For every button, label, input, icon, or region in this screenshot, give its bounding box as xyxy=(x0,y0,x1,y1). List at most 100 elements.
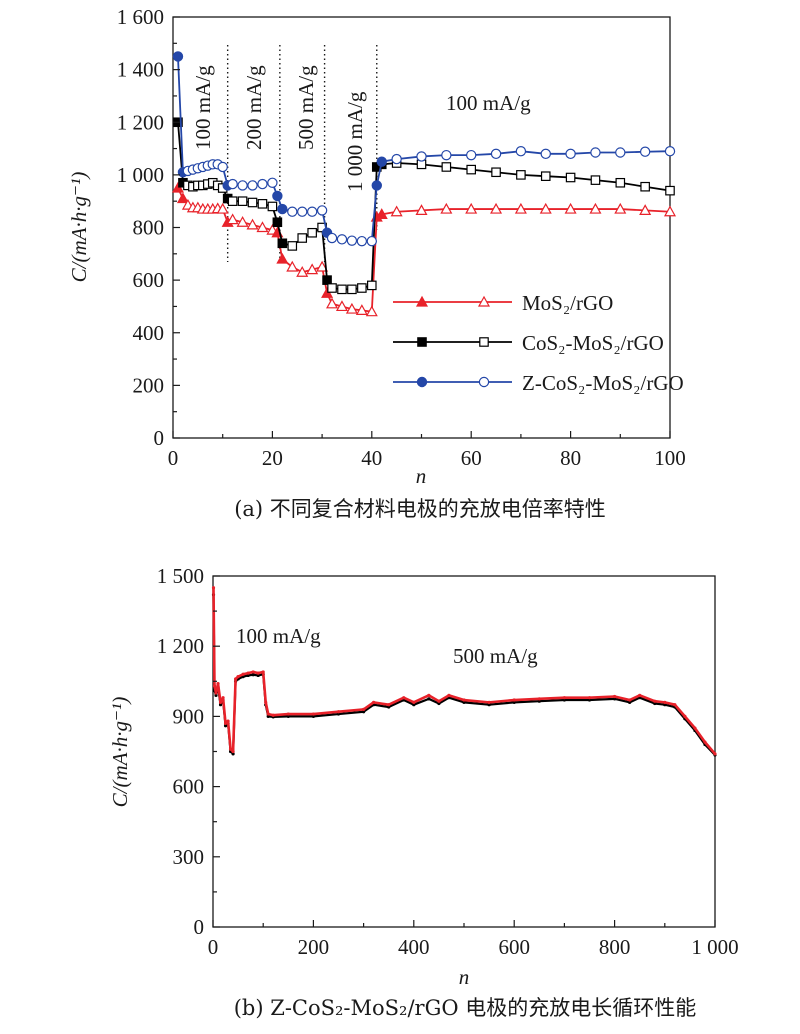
chart-b-series-line xyxy=(212,587,716,755)
chart-a-y-tick-label: 200 xyxy=(133,373,165,397)
chart-b-series-line xyxy=(212,594,716,756)
chart-b-data-point xyxy=(412,703,416,707)
chart-a-data-point xyxy=(490,202,503,214)
chart-b-data-point xyxy=(218,703,223,707)
chart-a-data-point xyxy=(236,216,249,227)
chart-a-data-point xyxy=(256,221,269,233)
chart-a-series xyxy=(171,51,677,317)
chart-a-x-tick-label: 100 xyxy=(654,446,686,470)
chart-b-data-point xyxy=(638,693,642,697)
chart-a-data-point xyxy=(267,177,278,188)
chart-a-data-point xyxy=(216,202,229,214)
chart-b: 0 200 400 600 800 1 000 0 300 600 900 1 200 1 500 1… xyxy=(108,564,739,1020)
chart-a-data-point xyxy=(297,206,308,217)
chart-a-data-point xyxy=(416,151,427,162)
chart-a-data-point xyxy=(371,180,382,191)
chart-b-data-point xyxy=(447,693,451,697)
chart-b-y-tick-label: 600 xyxy=(173,775,205,799)
chart-a-data-point xyxy=(539,202,552,214)
chart-b-data-point xyxy=(402,696,406,700)
chart-b-y-tick-label: 0 xyxy=(194,915,205,939)
chart-b-data-point xyxy=(653,701,657,706)
chart-b-data-point xyxy=(387,705,391,709)
chart-a-data-point xyxy=(615,177,626,188)
chart-b-data-point xyxy=(264,700,268,704)
chart-a-y-tick-label: 1 000 xyxy=(117,163,164,187)
chart-a-data-point xyxy=(466,149,477,161)
chart-a-data-point xyxy=(316,260,329,272)
chart-b-data-point xyxy=(231,749,235,754)
chart-a-data-point xyxy=(465,202,478,214)
chart-a-data-point xyxy=(347,284,357,295)
chart-a-data-point xyxy=(327,283,337,293)
chart-a-data-point xyxy=(176,192,189,204)
chart-a-data-point xyxy=(306,263,319,275)
chart-a-data-point xyxy=(441,149,452,161)
chart-a-data-point xyxy=(246,218,259,230)
chart-b-annotation-500: 500 mA/g xyxy=(453,644,538,668)
chart-a-data-point xyxy=(589,202,602,214)
chart-a-data-point xyxy=(322,275,332,285)
chart-a-legend: MoS₂/rGO CoS₂-MoS₂/rGO Z-CoS₂-MoS₂/rGO xyxy=(393,291,684,395)
chart-b-data-point xyxy=(246,671,250,675)
chart-b-data-point xyxy=(487,700,491,704)
chart-b-data-point xyxy=(251,670,255,674)
chart-b-data-point xyxy=(562,696,567,700)
chart-a-data-point xyxy=(356,235,368,247)
chart-b-data-point xyxy=(387,703,391,707)
chart-a-rate-label-500: 500 mA/g xyxy=(294,65,318,150)
chart-a-data-point xyxy=(272,217,283,228)
chart-a-data-point xyxy=(355,304,368,315)
chart-a-data-point xyxy=(306,206,318,217)
chart-a-data-point xyxy=(227,178,238,190)
chart-b-data-point xyxy=(487,703,491,707)
chart-a-data-point xyxy=(172,51,184,62)
chart-b-data-point xyxy=(336,710,341,714)
chart-a-data-point xyxy=(491,167,501,178)
chart-a-data-point xyxy=(357,283,367,293)
chart-a-legend-marker-filled xyxy=(415,295,429,307)
chart-b-data-point xyxy=(412,700,416,704)
chart-b-data-point xyxy=(537,699,541,703)
chart-a-legend-marker-open xyxy=(477,295,491,307)
chart-b-data-point xyxy=(266,714,270,719)
chart-b-data-point xyxy=(362,710,366,714)
chart-b-data-point xyxy=(713,752,717,756)
chart-a-data-point xyxy=(326,297,339,309)
chart-a-data-point xyxy=(217,161,228,173)
chart-b-data-point xyxy=(311,712,315,716)
chart-b-data-point xyxy=(587,696,592,700)
chart-a-data-point xyxy=(227,196,238,206)
chart-a-data-point xyxy=(277,238,288,249)
chart-b-data-point xyxy=(286,712,290,716)
chart-b-data-point xyxy=(613,694,617,699)
chart-b-data-point xyxy=(256,671,260,675)
chart-b-data-point xyxy=(437,701,441,706)
chart-a-data-point xyxy=(565,148,576,160)
chart-b-data-point xyxy=(216,682,220,686)
chart-a-data-point xyxy=(663,205,677,217)
chart-a-rate-label-1000: 1 000 mA/g xyxy=(343,91,367,192)
chart-a-data-point xyxy=(540,148,551,160)
chart-b-data-point xyxy=(703,740,707,744)
chart-a-data-point xyxy=(590,175,601,185)
chart-a-legend-label: CoS₂-MoS₂/rGO xyxy=(522,331,664,355)
chart-a-rate-label-100: 100 mA/g xyxy=(191,65,215,150)
chart-a-data-point xyxy=(640,181,650,192)
chart-b-data-point xyxy=(233,677,238,681)
chart-a-data-point xyxy=(366,235,377,247)
chart-a-data-point xyxy=(466,164,476,175)
chart-b-data-point xyxy=(512,698,516,702)
chart-b-y-axis-title: C/(mA·h·g⁻¹) xyxy=(108,697,132,808)
chart-b-data-point xyxy=(512,700,516,704)
chart-a-data-point xyxy=(664,145,676,157)
chart-b-data-point xyxy=(241,672,245,676)
chart-a-data-point xyxy=(515,145,527,157)
chart-b-x-tick-label: 200 xyxy=(298,935,330,959)
chart-a-y-tick-label: 400 xyxy=(133,321,165,345)
chart-b-data-point xyxy=(251,673,255,677)
chart-a-data-point xyxy=(247,197,258,208)
chart-a-data-point xyxy=(247,180,258,191)
chart-b-data-point xyxy=(587,698,592,702)
